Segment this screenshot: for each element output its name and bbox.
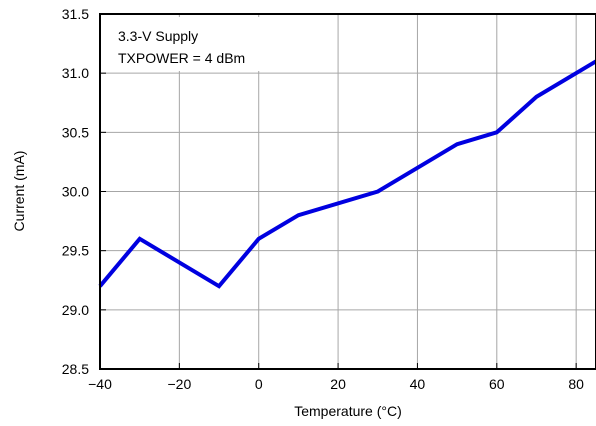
y-tick-label: 30.0: [62, 184, 89, 200]
data-point: [377, 191, 379, 192]
series-group: [98, 59, 596, 289]
x-tick-label: 40: [410, 376, 426, 392]
y-tick-label: 31.5: [62, 6, 89, 22]
data-point: [297, 214, 299, 216]
data-point: [258, 238, 260, 240]
y-tick-label: 31.0: [62, 65, 89, 81]
y-tick-label: 29.0: [62, 302, 89, 318]
tick-marks: [99, 13, 577, 370]
data-point: [535, 96, 537, 98]
annotation-box: [101, 17, 293, 71]
x-tick-label: −20: [167, 376, 191, 392]
x-tick-label: 20: [330, 376, 346, 392]
x-tick-label: 0: [255, 376, 263, 392]
annotation-line-2: TXPOWER = 4 dBm: [118, 50, 245, 66]
x-axis-title: Temperature (°C): [294, 403, 402, 419]
data-point: [218, 285, 220, 287]
x-tick-label: −40: [88, 376, 112, 392]
annotation-line-1: 3.3-V Supply: [118, 28, 198, 44]
data-point: [139, 238, 141, 240]
current-series-line: [98, 59, 596, 289]
data-point: [496, 131, 498, 133]
x-tick-label: 80: [568, 376, 584, 392]
y-tick-label: 30.5: [62, 124, 89, 140]
data-point: [456, 143, 458, 145]
y-tick-label: 29.5: [62, 243, 89, 259]
y-tick-label: 28.5: [62, 361, 89, 377]
x-tick-label: 60: [489, 376, 505, 392]
y-axis-title: Current (mA): [11, 151, 27, 232]
tick-labels: −40 −20 0 20 40 60 80 28.5 29.0 29.5 30.0 30.5 31.0 3…: [62, 6, 584, 392]
